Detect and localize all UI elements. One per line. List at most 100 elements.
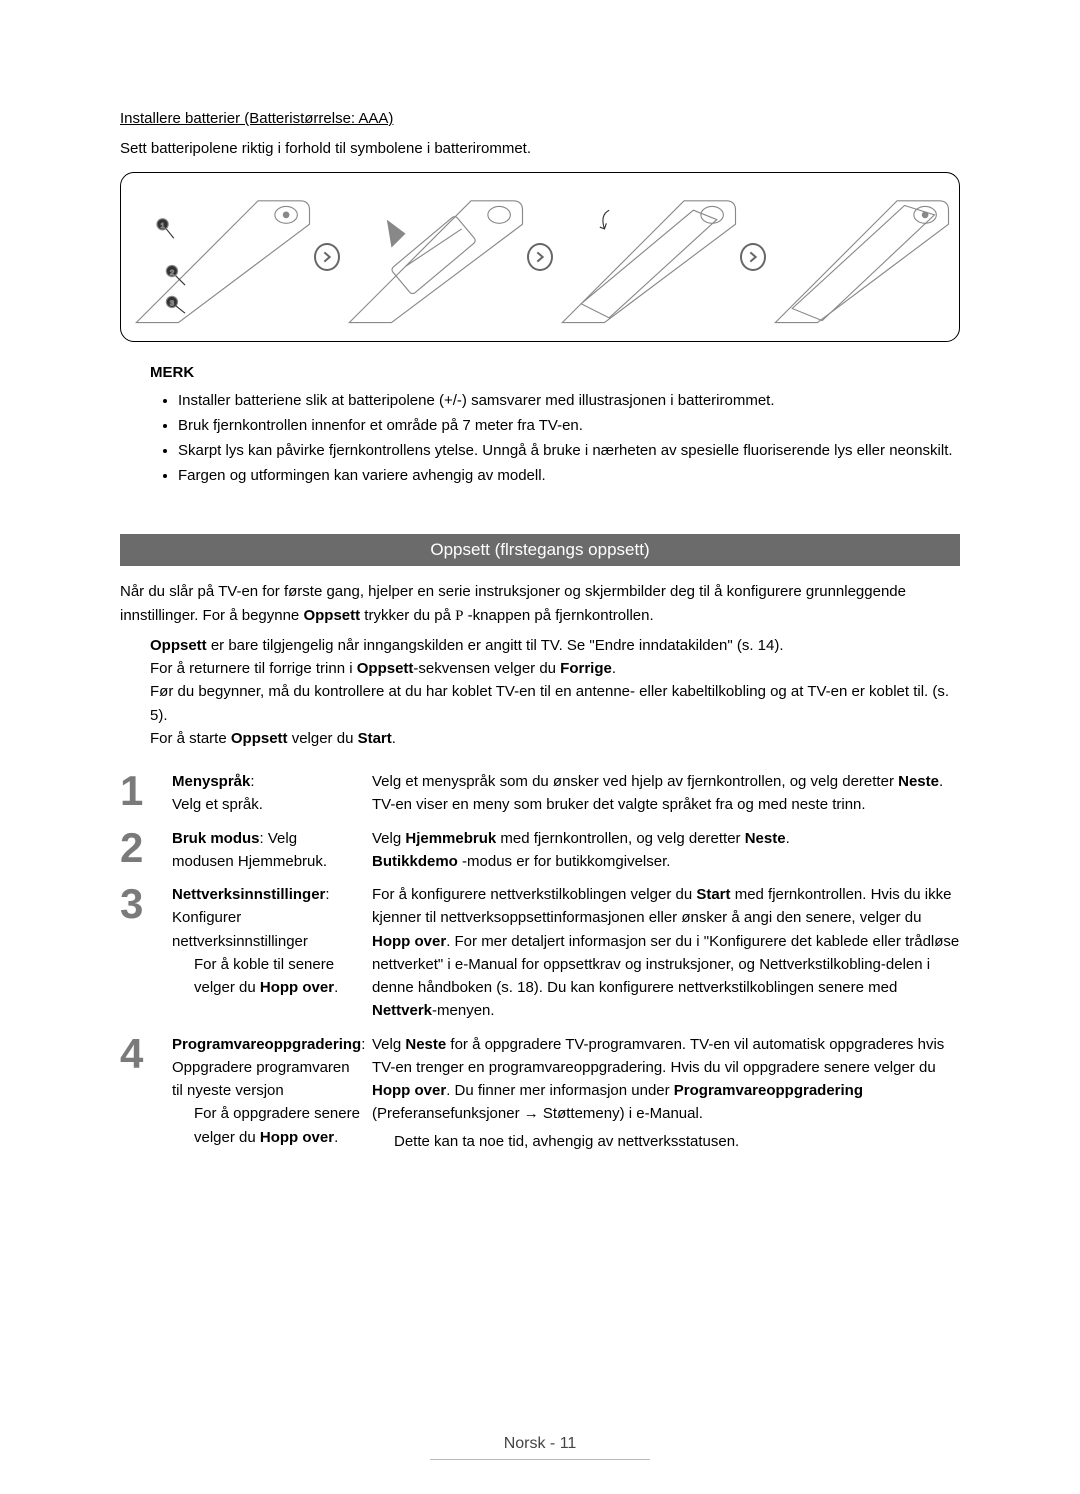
step-number: 1 <box>120 770 172 812</box>
setup-sub-4: For å starte Oppsett velger du Start. <box>150 727 960 750</box>
diagram-step-1: 1 2 3 <box>127 181 314 333</box>
text: . For mer detaljert informasjon ser du i… <box>372 933 959 997</box>
step-number: 3 <box>120 883 172 925</box>
text: For å returnere til forrige trinn i <box>150 660 357 677</box>
page-footer: Norsk - 11 <box>0 1435 1080 1460</box>
text: Dette kan ta noe tid, avhengig av nettve… <box>372 1130 960 1153</box>
text-bold: Neste <box>405 1036 446 1053</box>
text-bold: Hopp over <box>372 933 446 950</box>
text-bold: Oppsett <box>303 607 360 624</box>
setup-sub-3: Før du begynner, må du kontrollere at du… <box>150 680 960 727</box>
text-bold: Hopp over <box>372 1082 446 1099</box>
diagram-step-4 <box>766 181 953 333</box>
text-bold: Nettverk <box>372 1002 432 1019</box>
note-item: Installer batteriene slik at batteripole… <box>178 389 960 414</box>
footer-sep: - <box>545 1435 559 1452</box>
text-bold: Neste <box>745 830 786 847</box>
text-bold: Nettverksinnstillinger <box>172 886 325 903</box>
text: med fjernkontrollen, og velg deretter <box>496 830 744 847</box>
svg-text:2: 2 <box>170 268 174 277</box>
text-bold: Programvareoppgradering <box>172 1036 361 1053</box>
step-left: Nettverksinnstillinger: Konfigurer nettv… <box>172 883 372 999</box>
text: for å oppgradere TV-programvaren. TV-en … <box>372 1036 944 1076</box>
svg-text:3: 3 <box>170 299 174 308</box>
step-left: Bruk modus: Velg modusen Hjemmebruk. <box>172 827 372 874</box>
text: -modus er for butikkomgivelser. <box>458 853 671 870</box>
text: Velg <box>372 830 405 847</box>
text: Velg et språk. <box>172 796 263 813</box>
text: Velg et menyspråk som du ønsker ved hjel… <box>372 773 898 790</box>
notes-list: Installer batteriene slik at batteripole… <box>120 389 960 488</box>
text-bold: Start <box>358 730 392 747</box>
step-1: 1 Menyspråk: Velg et språk. Velg et meny… <box>120 770 960 817</box>
step-left: Programvareoppgradering: Oppgradere prog… <box>172 1033 372 1149</box>
text-bold: Hopp over <box>260 1129 334 1146</box>
battery-diagram: 1 2 3 <box>120 172 960 342</box>
text: Før du begynner, må du kontrollere at du… <box>150 683 949 723</box>
text: . <box>786 830 790 847</box>
step-sub: For å oppgradere senere velger du Hopp o… <box>172 1102 362 1149</box>
text: . <box>612 660 616 677</box>
battery-title: Installere batterier (Batteristørrelse: … <box>120 110 960 127</box>
text-bold: Programvareoppgradering <box>674 1082 863 1099</box>
step-right: For å konfigurere nettverkstilkoblingen … <box>372 883 960 1023</box>
footer-lang: Norsk <box>504 1435 546 1452</box>
step-2: 2 Bruk modus: Velg modusen Hjemmebruk. V… <box>120 827 960 874</box>
svg-text:1: 1 <box>160 221 164 230</box>
note-label: MERK <box>120 364 960 381</box>
text: . <box>392 730 396 747</box>
text: Konfigurer nettverksinnstillinger <box>172 909 308 949</box>
text: . Du finner mer informasjon under <box>446 1082 674 1099</box>
text-bold: Oppsett <box>150 637 207 654</box>
text-bold: Start <box>696 886 730 903</box>
step-right: Velg et menyspråk som du ønsker ved hjel… <box>372 770 960 817</box>
step-left: Menyspråk: Velg et språk. <box>172 770 372 817</box>
text: : <box>361 1036 365 1053</box>
step-3: 3 Nettverksinnstillinger: Konfigurer net… <box>120 883 960 1023</box>
text: Velg <box>372 1036 405 1053</box>
step-right: Velg Hjemmebruk med fjernkontrollen, og … <box>372 827 960 874</box>
footer-rule <box>430 1459 650 1460</box>
text-bold: Oppsett <box>231 730 288 747</box>
button-glyph: P <box>455 608 463 624</box>
text: -knappen på fjernkontrollen. <box>464 607 654 624</box>
text-bold: Bruk modus <box>172 830 260 847</box>
text-bold: Forrige <box>560 660 612 677</box>
setup-intro: Når du slår på TV-en for første gang, hj… <box>120 580 960 628</box>
text: -menyen. <box>432 1002 495 1019</box>
text: -sekvensen velger du <box>413 660 560 677</box>
text: Oppgradere programvaren til nyeste versj… <box>172 1059 350 1099</box>
setup-sub-1: Oppsett er bare tilgjengelig når inngang… <box>150 634 960 657</box>
arrow-icon <box>740 243 766 271</box>
text-bold: Menyspråk <box>172 773 250 790</box>
diagram-step-2 <box>340 181 527 333</box>
text-bold: Oppsett <box>357 660 414 677</box>
text: : <box>250 773 254 790</box>
step-sub: For å koble til senere velger du Hopp ov… <box>172 953 362 1000</box>
text-bold: Neste <box>898 773 939 790</box>
text: . <box>334 979 338 996</box>
note-item: Skarpt lys kan påvirke fjernkontrollens … <box>178 439 960 464</box>
note-item: Fargen og utformingen kan variere avheng… <box>178 464 960 489</box>
text-bold: Butikkdemo <box>372 853 458 870</box>
text: er bare tilgjengelig når inngangskilden … <box>207 637 784 654</box>
setup-sub-2: For å returnere til forrige trinn i Opps… <box>150 657 960 680</box>
arrow-icon <box>527 243 553 271</box>
text: . <box>334 1129 338 1146</box>
setup-banner: Oppsett (flrstegangs oppsett) <box>120 534 960 566</box>
text-bold: Hopp over <box>260 979 334 996</box>
text-bold: Hjemmebruk <box>405 830 496 847</box>
step-number: 2 <box>120 827 172 869</box>
arrow-icon <box>314 243 340 271</box>
step-number: 4 <box>120 1033 172 1075</box>
text: (Preferansefunksjoner → Støttemeny) i e-… <box>372 1105 703 1122</box>
text: trykker du på <box>360 607 455 624</box>
text: velger du <box>288 730 358 747</box>
battery-intro: Sett batteripolene riktig i forhold til … <box>120 137 960 160</box>
text: For å starte <box>150 730 231 747</box>
text: For å konfigurere nettverkstilkoblingen … <box>372 886 696 903</box>
diagram-step-3 <box>553 181 740 333</box>
step-right: Velg Neste for å oppgradere TV-programva… <box>372 1033 960 1153</box>
note-item: Bruk fjernkontrollen innenfor et område … <box>178 414 960 439</box>
text: : <box>325 886 329 903</box>
